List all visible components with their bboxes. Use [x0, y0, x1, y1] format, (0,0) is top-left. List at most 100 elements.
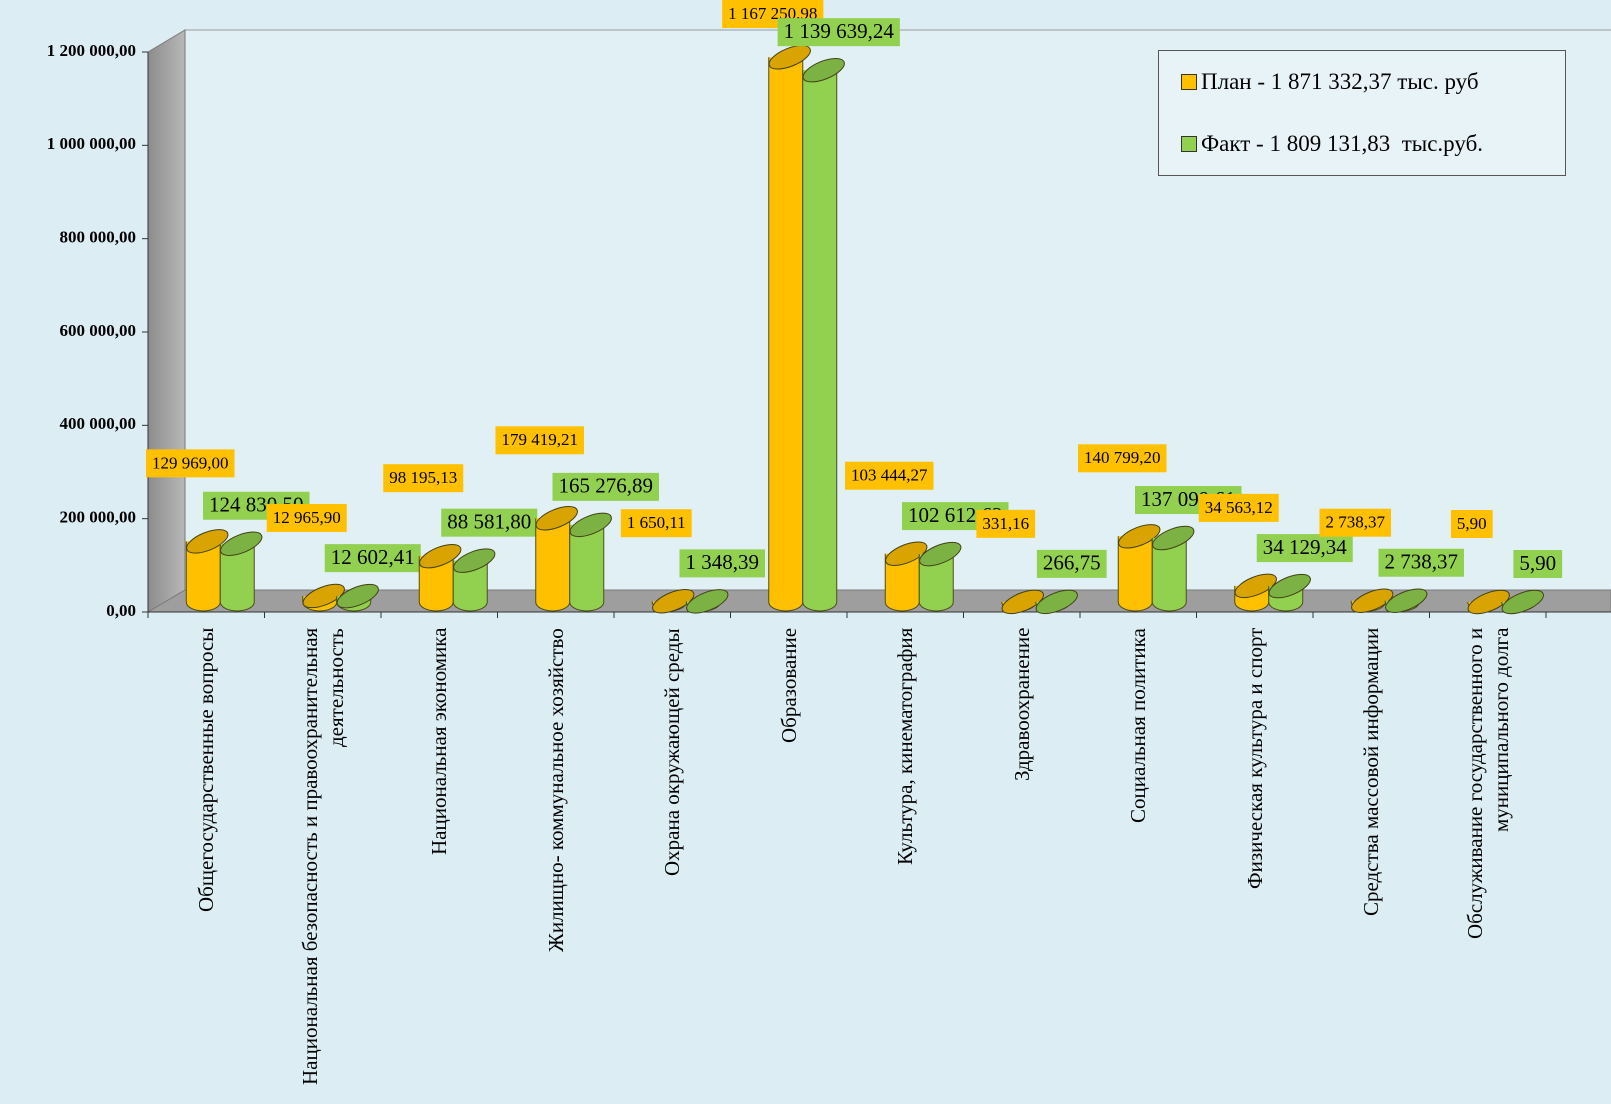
value-label-box — [976, 509, 1036, 538]
x-tick-label: Национальная безопасность и правоохранит… — [297, 628, 348, 1086]
x-tick-label: Национальная экономика — [427, 628, 452, 856]
x-tick-label: Физическая культура и спорт — [1242, 628, 1267, 890]
value-label: 2 738,37 — [1319, 508, 1391, 537]
value-label-text: 129 969,00 — [152, 453, 229, 472]
value-label: 140 799,20 — [1078, 444, 1167, 473]
bar — [219, 543, 255, 612]
value-label-text: 34 563,12 — [1205, 498, 1273, 517]
bar-top — [686, 589, 729, 614]
value-label-text: 165 276,89 — [559, 474, 654, 498]
value-label: 129 969,00 — [146, 449, 235, 478]
value-label-box — [552, 472, 659, 501]
value-label-box — [1319, 508, 1391, 537]
bar-top — [1001, 589, 1044, 615]
value-label-text: 12 602,41 — [331, 545, 415, 569]
value-label: 1 348,39 — [679, 549, 765, 578]
y-tick-label: 400 000,00 — [60, 414, 137, 433]
value-label-box — [146, 449, 235, 478]
bar-top — [220, 531, 263, 556]
x-tick-label: Обслуживание государственного и муниципа… — [1462, 628, 1513, 940]
bar-top — [453, 548, 496, 573]
bar-top — [1467, 589, 1510, 615]
bar — [884, 553, 920, 612]
value-label-box — [383, 464, 464, 493]
value-label: 34 129,34 — [1256, 534, 1353, 563]
bar — [185, 541, 221, 612]
value-label-box — [266, 503, 347, 532]
value-label: 1 139 639,24 — [777, 18, 900, 47]
value-label-text: 5,90 — [1519, 551, 1556, 575]
x-tick-label: Культура, кинематография — [893, 628, 918, 866]
value-label: 88 581,80 — [441, 508, 538, 537]
bar-top — [1152, 525, 1195, 551]
bar — [918, 554, 954, 612]
value-label-text: 2 738,37 — [1326, 513, 1386, 532]
value-label: 2 738,37 — [1378, 548, 1464, 577]
bar — [535, 518, 571, 612]
bar — [1117, 536, 1153, 612]
y-tick-label: 1 000 000,00 — [47, 134, 136, 153]
bar-top — [302, 583, 345, 609]
value-label-box — [777, 18, 900, 47]
value-label-box — [1198, 493, 1279, 522]
value-label-box — [1513, 549, 1563, 578]
value-label-text: 34 129,34 — [1263, 535, 1348, 559]
value-label: 12 965,90 — [266, 503, 347, 532]
legend-label: План - 1 871 332,37 тыс. руб — [1201, 69, 1479, 94]
bar — [569, 524, 605, 612]
value-label-box — [441, 508, 538, 537]
value-label-box — [1378, 548, 1464, 577]
value-label-box — [1450, 509, 1493, 538]
x-tick-label: Здравоохранение — [1009, 628, 1034, 782]
bar-top — [535, 506, 578, 531]
value-label-text: 1 167 250,98 — [728, 4, 817, 23]
bar-top — [1501, 589, 1544, 615]
y-tick-label: 800 000,00 — [60, 228, 137, 247]
value-label: 103 444,27 — [845, 461, 934, 490]
bar-top — [1035, 589, 1078, 615]
bar — [1151, 538, 1187, 612]
y-tick-label: 600 000,00 — [60, 321, 137, 340]
value-label-text: 12 965,90 — [273, 508, 341, 527]
legend-label: Факт - 1 809 131,83 тыс.руб. — [1201, 131, 1484, 156]
bar-top — [1385, 588, 1428, 613]
value-label: 266,75 — [1036, 549, 1107, 578]
bar-top — [1268, 573, 1311, 599]
bar — [452, 560, 488, 612]
bar-top — [768, 45, 811, 70]
value-label-text: 1 650,11 — [627, 513, 686, 532]
bar-top — [919, 541, 962, 567]
bar — [802, 70, 838, 612]
value-label-box — [495, 426, 584, 455]
value-label-text: 5,90 — [1457, 514, 1487, 533]
value-label: 165 276,89 — [552, 472, 659, 501]
y-tick-label: 1 200 000,00 — [47, 41, 136, 60]
y-tick-label: 0,00 — [106, 601, 136, 620]
value-label: 1 650,11 — [620, 509, 692, 538]
value-label-text: 2 738,37 — [1385, 550, 1459, 574]
legend: План - 1 871 332,37 тыс. руб Факт - 1 80… — [1158, 50, 1566, 176]
x-tick-label: Социальная политика — [1126, 628, 1151, 823]
value-label-box — [1256, 534, 1353, 563]
value-label-box — [620, 509, 692, 538]
x-tick-label: Общегосударственные вопросы — [194, 628, 219, 913]
x-tick-label: Средства массовой информации — [1359, 628, 1384, 917]
value-label: 98 195,13 — [383, 464, 464, 493]
value-label-text: 1 139 639,24 — [784, 19, 895, 43]
bar — [768, 57, 804, 612]
value-label-box — [845, 461, 934, 490]
bar-top — [419, 543, 462, 569]
bar-top — [186, 529, 229, 554]
value-label: 331,16 — [976, 509, 1036, 538]
value-label-text: 179 419,21 — [502, 430, 579, 449]
value-label: 5,90 — [1450, 509, 1493, 538]
value-label-box — [1078, 444, 1167, 473]
bar-top — [1234, 573, 1277, 599]
value-label-box — [679, 549, 765, 578]
value-label-text: 98 195,13 — [389, 468, 457, 487]
value-label: 5,90 — [1513, 549, 1563, 578]
value-label-text: 103 444,27 — [851, 466, 928, 485]
side-wall — [147, 29, 186, 613]
bar-top — [802, 57, 845, 83]
